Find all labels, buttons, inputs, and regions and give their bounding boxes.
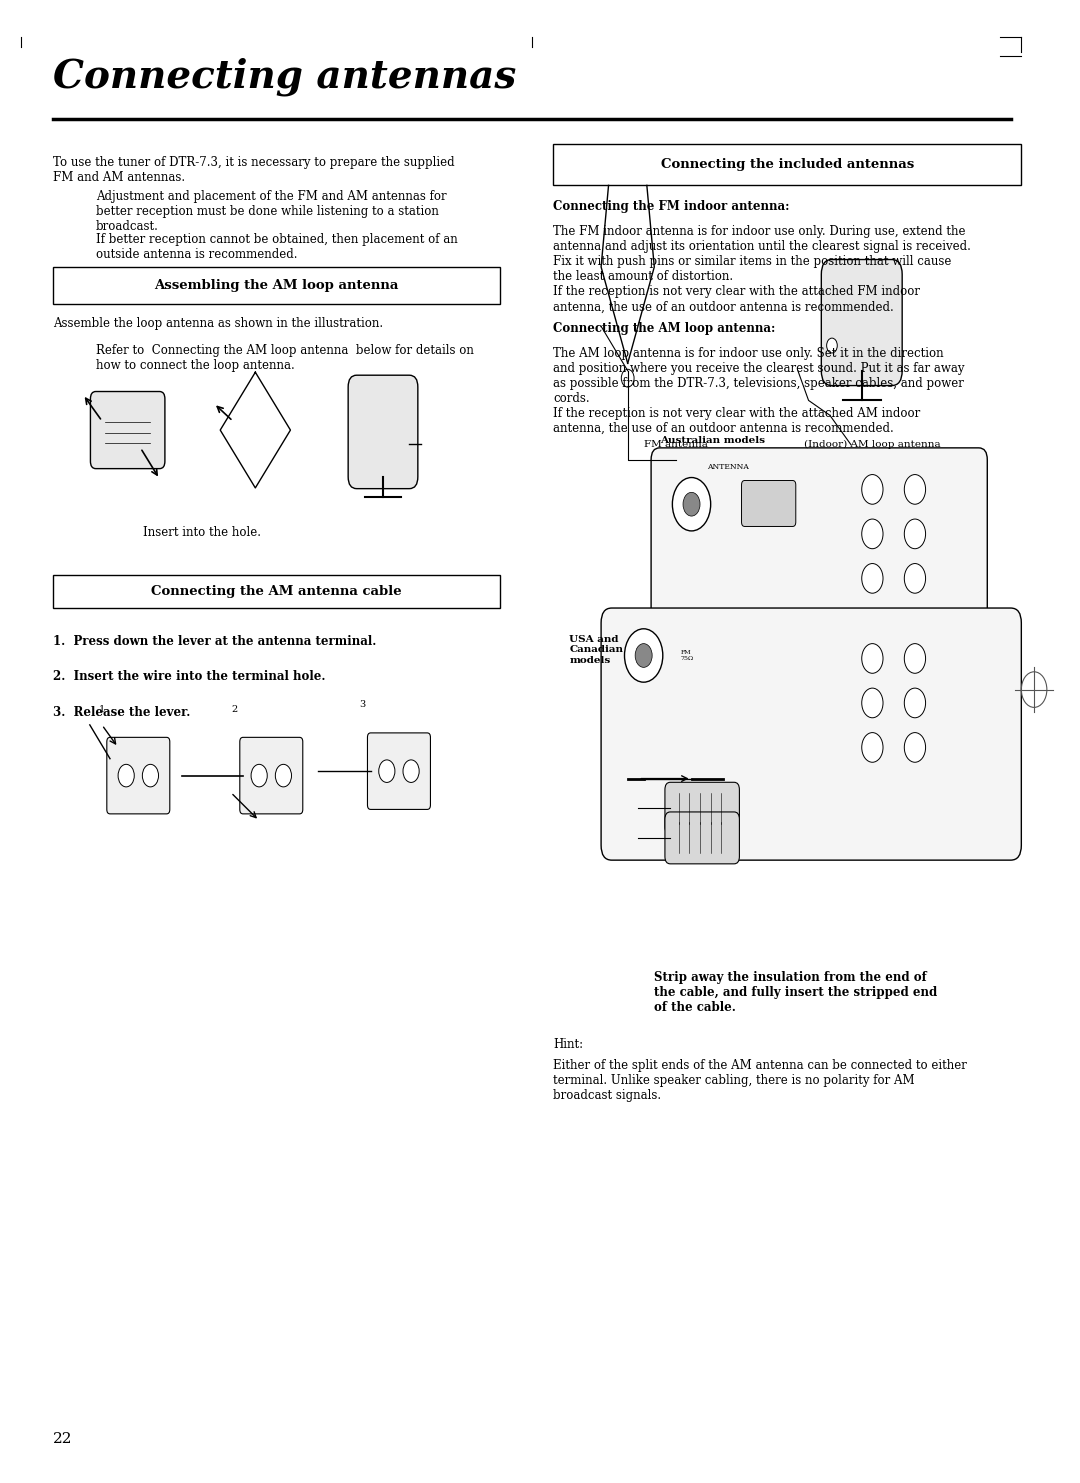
Text: 2.  Insert the wire into the terminal hole.: 2. Insert the wire into the terminal hol…: [53, 670, 326, 684]
Text: Connecting the included antennas: Connecting the included antennas: [661, 159, 914, 171]
FancyBboxPatch shape: [107, 737, 170, 814]
Text: Insert into the hole.: Insert into the hole.: [144, 526, 261, 540]
Text: ANTENNA: ANTENNA: [707, 463, 750, 470]
Text: Adjustment and placement of the FM and AM antennas for
better reception must be : Adjustment and placement of the FM and A…: [96, 190, 446, 233]
Text: Hint:: Hint:: [553, 1038, 583, 1051]
Circle shape: [275, 764, 292, 787]
Circle shape: [904, 644, 926, 673]
Text: The FM indoor antenna is for indoor use only. During use, extend the
antenna and: The FM indoor antenna is for indoor use …: [553, 225, 971, 313]
Circle shape: [904, 733, 926, 762]
Text: Refer to  Connecting the AM loop antenna  below for details on
how to connect th: Refer to Connecting the AM loop antenna …: [96, 344, 474, 372]
FancyBboxPatch shape: [240, 737, 302, 814]
Circle shape: [862, 519, 883, 549]
Circle shape: [904, 688, 926, 718]
FancyBboxPatch shape: [821, 260, 902, 386]
Circle shape: [624, 629, 663, 682]
Circle shape: [862, 564, 883, 593]
Text: Either of the split ends of the AM antenna can be connected to either
terminal. : Either of the split ends of the AM anten…: [553, 1059, 967, 1102]
Text: Assembling the AM loop antenna: Assembling the AM loop antenna: [154, 279, 399, 292]
Circle shape: [862, 733, 883, 762]
Circle shape: [143, 764, 159, 787]
Text: 3: 3: [360, 700, 366, 709]
Circle shape: [904, 519, 926, 549]
Circle shape: [673, 478, 711, 531]
Text: Connecting the AM antenna cable: Connecting the AM antenna cable: [151, 586, 402, 598]
FancyBboxPatch shape: [742, 480, 796, 526]
Text: FM
75Ω: FM 75Ω: [680, 650, 694, 661]
FancyBboxPatch shape: [665, 783, 740, 833]
Text: Connecting the AM loop antenna:: Connecting the AM loop antenna:: [553, 322, 775, 335]
Circle shape: [683, 492, 700, 516]
Text: Strip away the insulation from the end of
the cable, and fully insert the stripp: Strip away the insulation from the end o…: [654, 971, 937, 1014]
Circle shape: [826, 338, 837, 353]
FancyBboxPatch shape: [553, 144, 1022, 185]
Text: (Indoor) AM loop antenna: (Indoor) AM loop antenna: [805, 440, 941, 449]
Text: Australian models: Australian models: [660, 436, 765, 445]
Circle shape: [862, 475, 883, 504]
Circle shape: [251, 764, 267, 787]
Text: Connecting antennas: Connecting antennas: [53, 58, 516, 96]
Text: 1: 1: [98, 704, 105, 713]
FancyBboxPatch shape: [602, 608, 1022, 860]
Circle shape: [862, 688, 883, 718]
Circle shape: [904, 475, 926, 504]
Circle shape: [904, 564, 926, 593]
FancyBboxPatch shape: [367, 733, 431, 810]
Text: Connecting the FM indoor antenna:: Connecting the FM indoor antenna:: [553, 200, 789, 214]
FancyBboxPatch shape: [53, 267, 500, 304]
Circle shape: [621, 369, 634, 387]
Text: USA and
Canadian
models: USA and Canadian models: [569, 635, 623, 664]
FancyBboxPatch shape: [348, 375, 418, 489]
Text: 1.  Press down the lever at the antenna terminal.: 1. Press down the lever at the antenna t…: [53, 635, 377, 648]
FancyBboxPatch shape: [651, 448, 987, 783]
Text: Assemble the loop antenna as shown in the illustration.: Assemble the loop antenna as shown in th…: [53, 317, 383, 331]
Text: The AM loop antenna is for indoor use only. Set it in the direction
and position: The AM loop antenna is for indoor use on…: [553, 347, 964, 435]
Text: To use the tuner of DTR-7.3, it is necessary to prepare the supplied
FM and AM a: To use the tuner of DTR-7.3, it is neces…: [53, 156, 455, 184]
Text: 22: 22: [53, 1433, 72, 1446]
Circle shape: [403, 759, 419, 783]
FancyBboxPatch shape: [665, 813, 740, 863]
Circle shape: [862, 644, 883, 673]
Text: FM antenna: FM antenna: [644, 440, 707, 449]
Text: 3.  Release the lever.: 3. Release the lever.: [53, 706, 190, 719]
Circle shape: [635, 644, 652, 667]
FancyBboxPatch shape: [53, 575, 500, 608]
Circle shape: [118, 764, 134, 787]
Circle shape: [379, 759, 395, 783]
Text: 2: 2: [232, 704, 238, 713]
Text: If better reception cannot be obtained, then placement of an
outside antenna is : If better reception cannot be obtained, …: [96, 233, 458, 261]
FancyBboxPatch shape: [91, 392, 165, 469]
